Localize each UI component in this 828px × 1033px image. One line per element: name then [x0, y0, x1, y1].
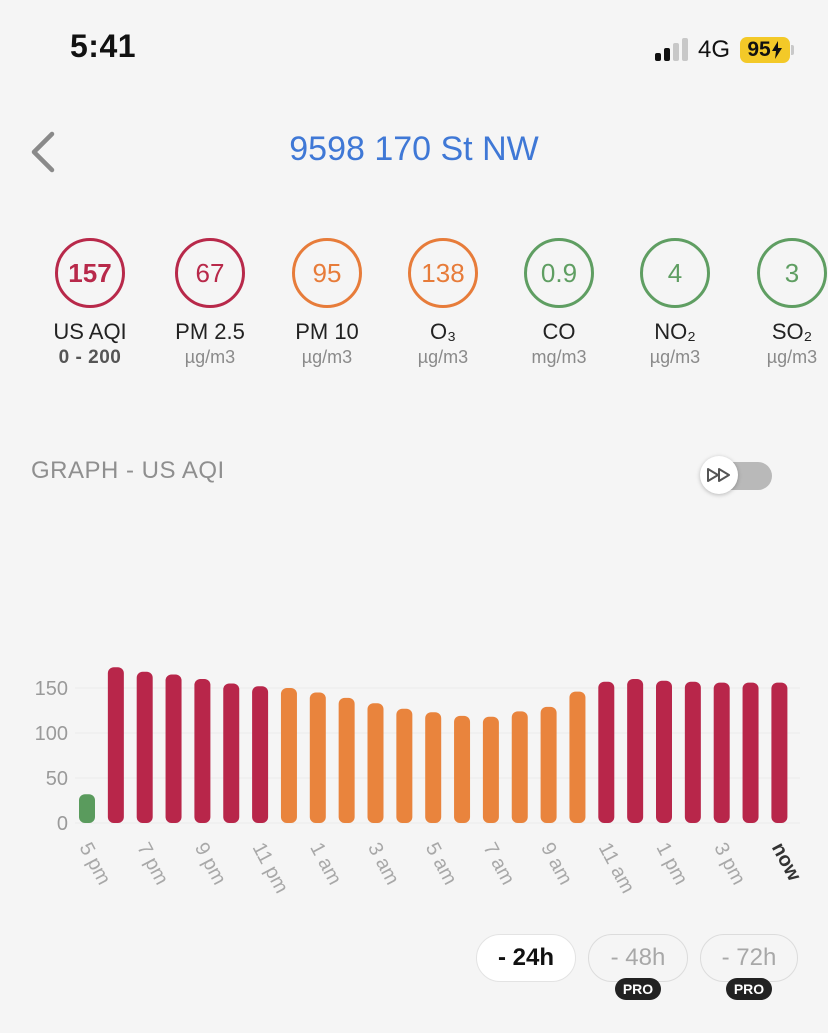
pollutant-name: NO₂: [654, 319, 696, 344]
gauge-ring: 0.9: [524, 238, 594, 308]
y-tick-label: 100: [35, 723, 68, 745]
chart-bar[interactable]: [540, 706, 557, 823]
range-48h-button[interactable]: - 48h: [588, 934, 688, 982]
status-time: 5:41: [70, 28, 137, 64]
gauge-ring: 157: [55, 238, 125, 308]
aqi-scale: 0 - 200: [58, 347, 122, 368]
graph-title: GRAPH - US AQI: [31, 457, 225, 484]
battery-level: 95: [747, 38, 771, 61]
x-tick-label: 5 am: [421, 839, 461, 889]
aqi-bar-chart: 0 50 100 150 5 pm 7 pm 9 pm 11 pm 1 am 3 am 5 am 7 …: [35, 667, 805, 897]
x-tick-label: 11 am: [594, 839, 639, 897]
y-tick-label: 0: [57, 813, 68, 835]
pollutant-so2[interactable]: 3 SO₂ µg/m3: [708, 238, 828, 368]
chart-bar[interactable]: [165, 674, 182, 824]
chart-bar[interactable]: [482, 716, 499, 823]
pollutant-unit: µg/m3: [649, 347, 701, 367]
pollutant-pm25[interactable]: 67 PM 2.5 µg/m3: [150, 238, 270, 368]
chart-bar[interactable]: [136, 671, 153, 823]
battery-indicator: 95: [740, 37, 790, 63]
gauge-ring: 67: [175, 238, 245, 308]
chart-bar[interactable]: [742, 682, 759, 823]
gauge-ring: 3: [757, 238, 827, 308]
chart-bar[interactable]: [223, 683, 240, 824]
pollutant-us-aqi[interactable]: 157 US AQI 0 - 200: [30, 238, 150, 369]
x-tick-label: 1 pm: [652, 839, 692, 889]
chart-bar[interactable]: [569, 691, 586, 823]
pollutant-name: SO₂: [771, 319, 813, 344]
chart-bar[interactable]: [454, 715, 471, 823]
chart-bar[interactable]: [656, 680, 672, 823]
gauge-ring: 95: [292, 238, 362, 308]
pollutant-name: PM 2.5: [175, 319, 245, 344]
y-tick-label: 50: [46, 768, 68, 790]
pollutant-unit: mg/m3: [531, 347, 587, 367]
chart-bar[interactable]: [713, 682, 730, 823]
x-tick-label: 3 pm: [709, 839, 749, 889]
pollutant-o3[interactable]: 138 O₃ µg/m3: [383, 238, 503, 368]
network-type: 4G: [698, 36, 731, 63]
chart-bar[interactable]: [396, 708, 413, 823]
pro-badge: PRO: [726, 978, 772, 1000]
x-tick-label: 7 am: [478, 839, 518, 889]
x-tick-label: 1 am: [305, 839, 345, 889]
pollutant-unit: µg/m3: [184, 347, 236, 367]
gauge-ring: 138: [408, 238, 478, 308]
chart-bar[interactable]: [627, 679, 644, 823]
chart-bar[interactable]: [79, 794, 95, 823]
range-24h-button[interactable]: - 24h: [476, 934, 576, 982]
y-tick-label: 150: [35, 678, 68, 700]
chart-bar[interactable]: [367, 703, 384, 823]
chart-bar[interactable]: [280, 688, 297, 823]
pollutant-unit: µg/m3: [766, 347, 818, 367]
pollutant-unit: µg/m3: [417, 347, 469, 367]
x-tick-label: 3 am: [363, 839, 403, 889]
chart-bar[interactable]: [252, 686, 269, 823]
pollutant-no2[interactable]: 4 NO₂ µg/m3: [615, 238, 735, 368]
x-tick-label: 9 am: [536, 839, 576, 889]
range-72h-button[interactable]: - 72h: [700, 934, 798, 982]
pollutant-name: US AQI: [53, 319, 127, 344]
chevron-left-icon[interactable]: [28, 130, 62, 174]
chart-bar[interactable]: [338, 697, 355, 823]
pollutant-co[interactable]: 0.9 CO mg/m3: [499, 238, 619, 368]
cellular-signal-icon: [655, 38, 688, 61]
x-tick-label: 11 pm: [248, 839, 293, 897]
pollutant-pm10[interactable]: 95 PM 10 µg/m3: [267, 238, 387, 368]
pollutant-name: O₃: [429, 319, 457, 344]
x-tick-label: now: [767, 839, 805, 885]
pro-badge: PRO: [615, 978, 661, 1000]
pollutant-name: PM 10: [295, 319, 359, 344]
chart-bar[interactable]: [598, 681, 615, 823]
x-tick-label: 7 pm: [132, 839, 172, 889]
chart-bar[interactable]: [107, 667, 124, 823]
charging-bolt-icon: [771, 41, 782, 59]
chart-bar[interactable]: [511, 711, 528, 823]
toggle-knob[interactable]: [700, 456, 738, 494]
pollutant-unit: µg/m3: [301, 347, 353, 367]
gauge-ring: 4: [640, 238, 710, 308]
battery-nub: [791, 45, 794, 55]
chart-bar[interactable]: [309, 692, 326, 824]
fast-forward-icon: [707, 468, 730, 482]
chart-bar[interactable]: [684, 681, 701, 823]
chart-bar[interactable]: [771, 682, 788, 823]
pollutant-name: CO: [542, 319, 576, 344]
x-tick-label: 5 pm: [75, 839, 115, 889]
page-title: 9598 170 St NW: [289, 130, 539, 168]
chart-bar[interactable]: [425, 712, 442, 823]
chart-bar[interactable]: [194, 679, 211, 823]
x-tick-label: 9 pm: [190, 839, 230, 889]
